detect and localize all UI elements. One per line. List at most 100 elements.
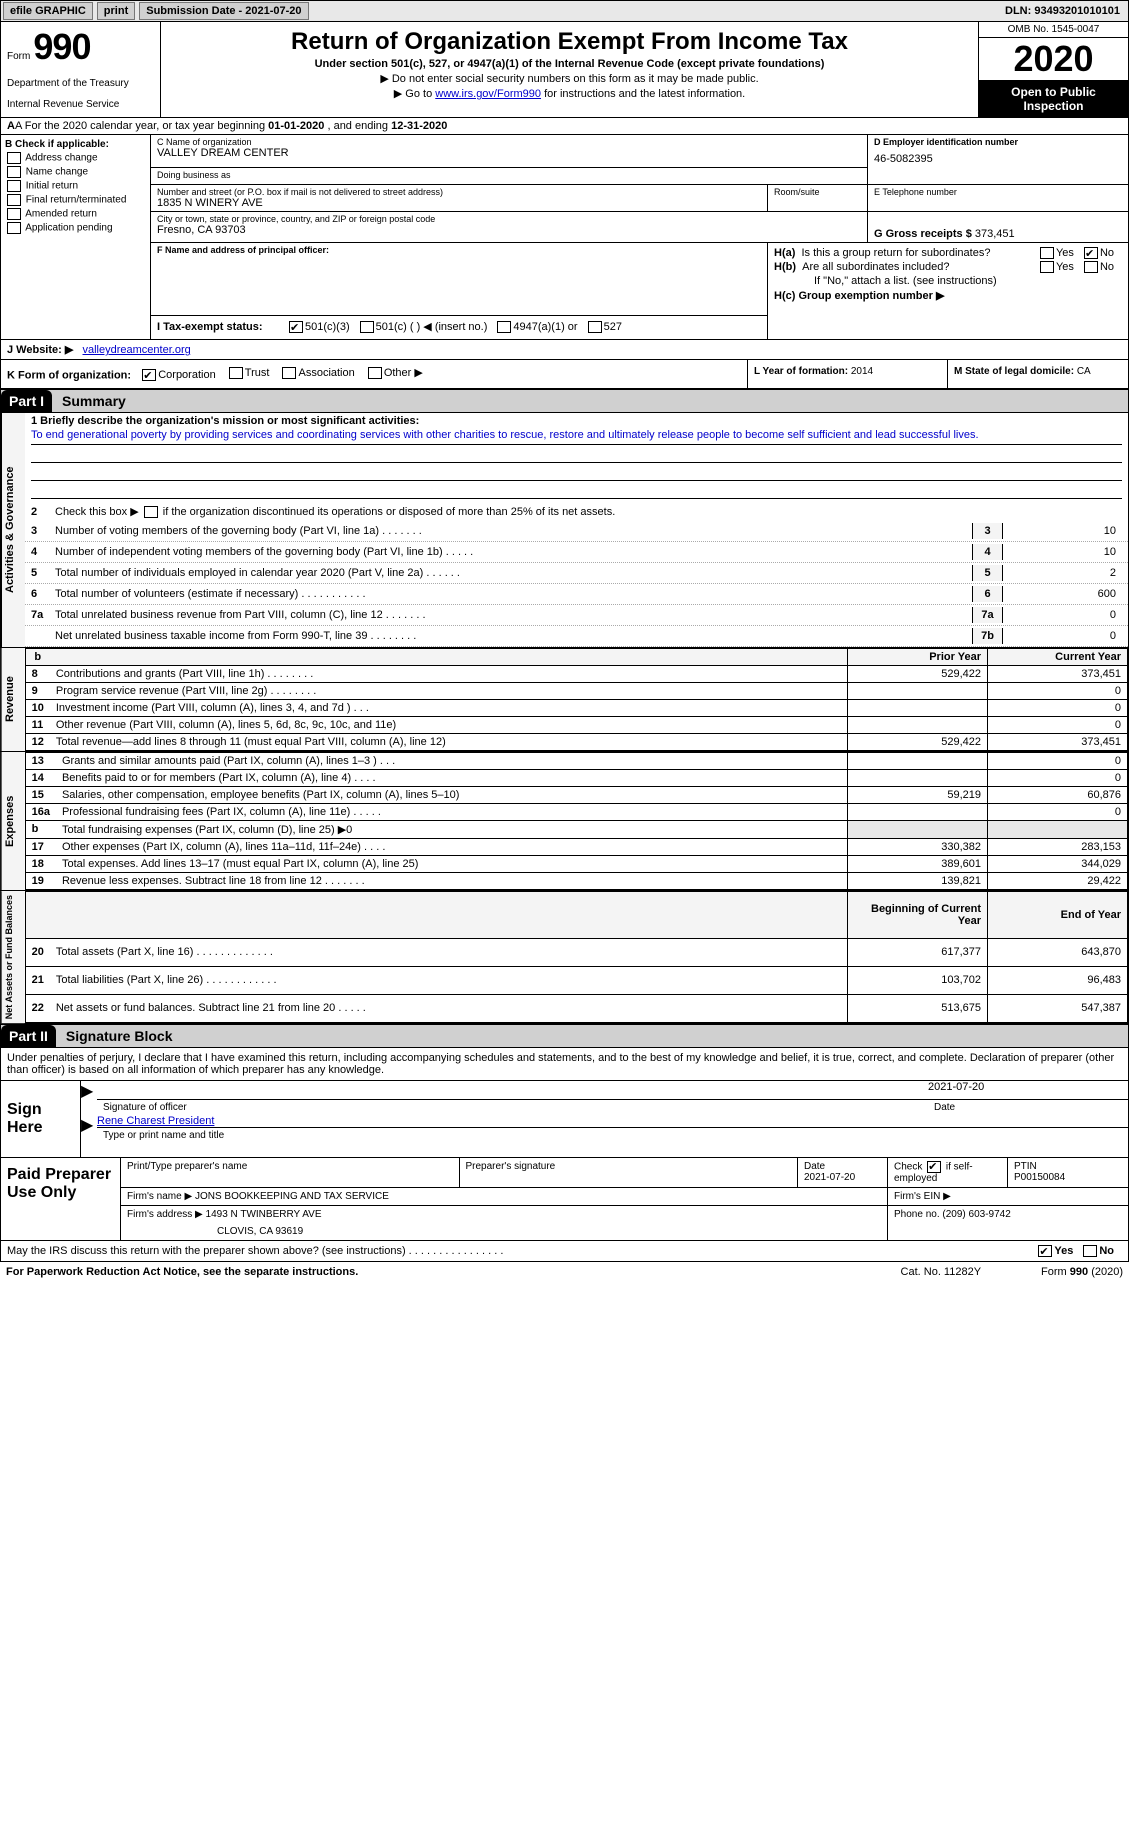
state-domicile: CA (1077, 366, 1091, 377)
penalties-text: Under penalties of perjury, I declare th… (0, 1048, 1129, 1081)
col-beginning: Beginning of Current Year (848, 891, 988, 939)
year-formation: 2014 (851, 366, 873, 377)
sign-here-label: Sign Here (1, 1081, 81, 1157)
footer: For Paperwork Reduction Act Notice, see … (0, 1262, 1129, 1282)
tax-year: 2020 (979, 38, 1128, 81)
chk-527[interactable]: 527 (586, 321, 622, 333)
table-row: 11Other revenue (Part VIII, column (A), … (25, 716, 1127, 733)
cat-no: Cat. No. 11282Y (901, 1266, 982, 1278)
ag-line-6: 6Total number of volunteers (estimate if… (25, 584, 1128, 605)
row-a-mid: , and ending (324, 120, 391, 132)
open-public: Open to Public Inspection (979, 81, 1128, 117)
row-a-date1: 01-01-2020 (268, 120, 324, 132)
j-label: J Website: ▶ (7, 344, 73, 356)
table-row: 8Contributions and grants (Part VIII, li… (25, 665, 1127, 682)
expense-table: 13Grants and similar amounts paid (Part … (25, 752, 1128, 890)
sig-officer-line[interactable] (97, 1081, 928, 1099)
ha-yes[interactable]: Yes (1038, 247, 1074, 259)
table-row: 10Investment income (Part VIII, column (… (25, 699, 1127, 716)
firm-addr2-value: CLOVIS, CA 93619 (127, 1226, 881, 1237)
b-header: B Check if applicable: (5, 139, 109, 150)
chk-app-pending[interactable]: Application pending (5, 222, 146, 234)
col-current: Current Year (988, 648, 1128, 665)
ha-no[interactable]: No (1082, 247, 1114, 259)
omb-number: OMB No. 1545-0047 (979, 22, 1128, 38)
row-klm: K Form of organization: Corporation Trus… (0, 360, 1129, 389)
topbar: efile GRAPHIC print Submission Date - 20… (0, 0, 1129, 22)
chk-4947[interactable]: 4947(a)(1) or (495, 321, 577, 333)
table-row: 16aProfessional fundraising fees (Part I… (25, 803, 1127, 820)
chk-discontinued[interactable] (144, 506, 158, 518)
efile-badge: efile GRAPHIC (3, 2, 93, 20)
revenue-table: b Prior Year Current Year 8Contributions… (25, 648, 1128, 751)
ptin-value: P00150084 (1014, 1172, 1122, 1183)
discuss-yes[interactable]: Yes (1036, 1245, 1073, 1257)
officer-typed-name: Rene Charest President (97, 1115, 1128, 1128)
chk-initial-return[interactable]: Initial return (5, 180, 146, 192)
sig-date-label: Date (928, 1100, 1128, 1115)
gross-receipts-cell: G Gross receipts $ 373,451 (868, 212, 1128, 243)
row-j-website: J Website: ▶ valleydreamcenter.org (0, 340, 1129, 360)
col-end: End of Year (988, 891, 1128, 939)
section-m: M State of legal domicile: CA (948, 360, 1128, 388)
section-cdefgh: C Name of organization VALLEY DREAM CENT… (151, 135, 1128, 339)
firm-addr-value: 1493 N TWINBERRY AVE (206, 1209, 322, 1220)
mission-text: To end generational poverty by providing… (31, 429, 1122, 445)
hb-no[interactable]: No (1082, 261, 1114, 273)
form990-link[interactable]: www.irs.gov/Form990 (435, 88, 541, 100)
section-f: F Name and address of principal officer:… (151, 243, 768, 339)
sig-date-value: 2021-07-20 (928, 1081, 1128, 1099)
form-number: 990 (33, 26, 90, 67)
chk-corp[interactable]: Corporation (140, 369, 215, 381)
part1-badge: Part I (1, 390, 52, 412)
firm-addr-label: Firm's address ▶ (127, 1209, 203, 1220)
instr-link: ▶ Go to www.irs.gov/Form990 for instruct… (169, 87, 970, 100)
netassets-table: Beginning of Current Year End of Year 20… (25, 891, 1128, 1023)
part2-header: Part II Signature Block (0, 1024, 1129, 1048)
vtab-rev: Revenue (1, 648, 25, 751)
chk-self-employed[interactable] (927, 1161, 941, 1173)
part1-header: Part I Summary (0, 389, 1129, 413)
table-row: 21Total liabilities (Part X, line 26) . … (25, 966, 1127, 994)
g-label: G Gross receipts $ (874, 228, 972, 240)
city-cell: City or town, state or province, country… (151, 212, 868, 243)
discuss-no[interactable]: No (1081, 1245, 1114, 1257)
website-link[interactable]: valleydreamcenter.org (83, 344, 191, 356)
line2-text: Check this box ▶ if the organization dis… (55, 505, 1122, 518)
hb-yes[interactable]: Yes (1038, 261, 1074, 273)
print-button[interactable]: print (97, 2, 135, 20)
form-subtitle: Under section 501(c), 527, or 4947(a)(1)… (169, 58, 970, 70)
chk-address-change[interactable]: Address change (5, 152, 146, 164)
addr-value: 1835 N WINERY AVE (157, 197, 761, 209)
dba-label: Doing business as (157, 170, 861, 180)
chk-amended[interactable]: Amended return (5, 208, 146, 220)
chk-trust[interactable]: Trust (227, 367, 270, 379)
line1-label: 1 Briefly describe the organization's mi… (31, 415, 419, 427)
chk-501c[interactable]: 501(c) ( ) ◀ (insert no.) (358, 320, 488, 333)
row-a-prefix: A For the 2020 calendar year, or tax yea… (15, 120, 268, 132)
sign-arrow1: ▶ (81, 1081, 97, 1115)
instr-suffix: for instructions and the latest informat… (541, 88, 745, 100)
part1-exp: Expenses 13Grants and similar amounts pa… (0, 752, 1129, 891)
form-footer: Form 990 (2020) (1041, 1266, 1123, 1278)
prep-date-value: 2021-07-20 (804, 1172, 881, 1183)
chk-501c3[interactable]: 501(c)(3) (287, 321, 350, 333)
instr-ssn: ▶ Do not enter social security numbers o… (169, 72, 970, 85)
chk-final-return[interactable]: Final return/terminated (5, 194, 146, 206)
part2-title: Signature Block (66, 1028, 173, 1044)
form-label: Form (7, 51, 30, 62)
ein-value: 46-5082395 (874, 153, 1122, 165)
vtab-exp: Expenses (1, 752, 25, 890)
section-l: L Year of formation: 2014 (748, 360, 948, 388)
prep-name-label: Print/Type preparer's name (127, 1161, 453, 1172)
org-name-cell: C Name of organization VALLEY DREAM CENT… (151, 135, 868, 185)
firm-name-label: Firm's name ▶ (127, 1191, 192, 1202)
ag-line-7b: Net unrelated business taxable income fr… (25, 626, 1128, 647)
chk-other[interactable]: Other ▶ (366, 366, 423, 379)
gross-receipts: 373,451 (975, 228, 1015, 240)
org-name: VALLEY DREAM CENTER (157, 147, 861, 159)
may-discuss-row: May the IRS discuss this return with the… (0, 1241, 1129, 1262)
chk-name-change[interactable]: Name change (5, 166, 146, 178)
m-label: M State of legal domicile: (954, 366, 1074, 377)
chk-assoc[interactable]: Association (280, 367, 354, 379)
